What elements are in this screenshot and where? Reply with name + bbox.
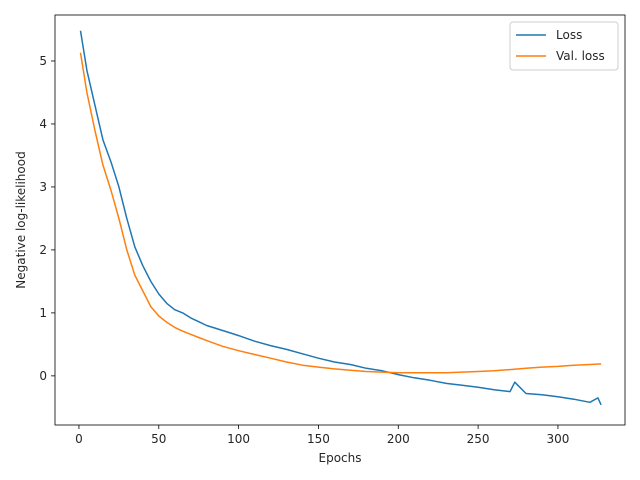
x-tick-label: 300 — [546, 432, 569, 446]
x-tick-label: 150 — [307, 432, 330, 446]
legend: Loss Val. loss — [509, 21, 619, 71]
x-tick-label: 0 — [75, 432, 83, 446]
y-tick-label: 5 — [39, 54, 47, 68]
y-tick-label: 2 — [39, 243, 47, 257]
x-tick-label: 50 — [151, 432, 166, 446]
legend-label-loss: Loss — [556, 28, 582, 42]
legend-box — [509, 21, 619, 71]
x-axis-ticks: 0 50 100 150 200 250 300 — [75, 425, 569, 446]
x-axis-label: Epochs — [319, 451, 362, 465]
plot-area — [79, 30, 602, 406]
y-tick-label: 0 — [39, 369, 47, 383]
axes-frame — [54, 14, 626, 426]
y-tick-label: 4 — [39, 117, 47, 131]
series-line-val-loss — [79, 52, 602, 374]
y-axis-ticks: 0 1 2 3 4 5 — [39, 54, 55, 383]
x-tick-label: 250 — [467, 432, 490, 446]
x-tick-label: 200 — [387, 432, 410, 446]
y-axis-label: Negative log-likelihood — [14, 151, 28, 288]
y-tick-label: 3 — [39, 180, 47, 194]
series-line-loss — [79, 30, 602, 406]
x-tick-label: 100 — [227, 432, 250, 446]
y-tick-label: 1 — [39, 306, 47, 320]
legend-label-val-loss: Val. loss — [556, 49, 605, 63]
